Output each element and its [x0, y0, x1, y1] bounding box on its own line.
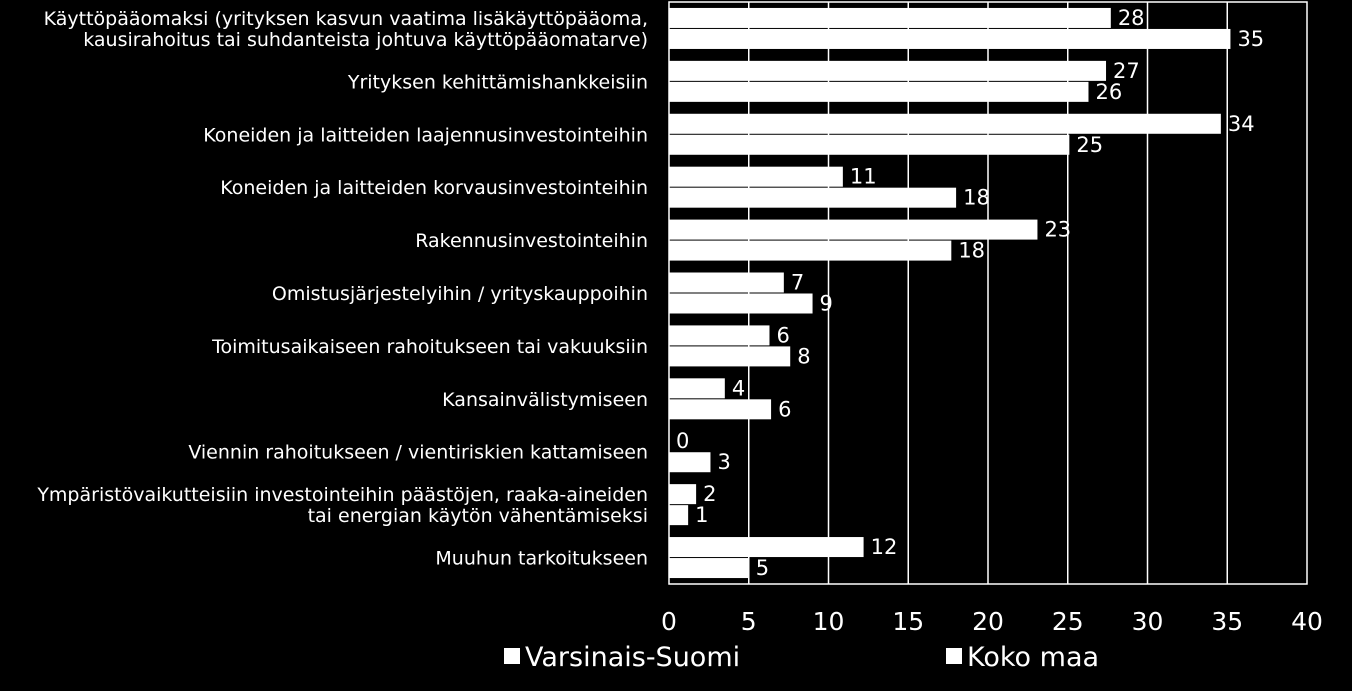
bar-varsinais-suomi [669, 113, 1221, 134]
bar-koko-maa [669, 134, 1070, 155]
category-label: Ympäristövaikutteisiin investointeihin p… [36, 484, 648, 527]
category-label: Muuhun tarkoitukseen [435, 548, 648, 570]
bars [669, 7, 1231, 579]
data-label-koko-maa: 26 [1095, 80, 1122, 104]
x-tick-label: 40 [1291, 607, 1323, 636]
legend-label-koko-maa: Koko maa [967, 642, 1099, 673]
category-label: Yrityksen kehittämishankkeisiin [347, 71, 648, 93]
data-label-varsinais-suomi: 2 [703, 482, 716, 506]
data-label-koko-maa: 18 [958, 239, 985, 263]
legend-label-varsinais-suomi: Varsinais-Suomi [525, 642, 740, 673]
category-label: Käyttöpääomaksi (yrityksen kasvun vaatim… [44, 8, 648, 51]
bar-varsinais-suomi [669, 484, 697, 505]
bar-koko-maa [669, 346, 791, 367]
data-label-koko-maa: 18 [963, 186, 990, 210]
legend-swatch-koko-maa [946, 648, 962, 664]
data-label-varsinais-suomi: 6 [776, 323, 789, 347]
bar-varsinais-suomi [669, 537, 864, 558]
data-label-varsinais-suomi: 4 [732, 376, 745, 400]
x-tick-label: 10 [813, 607, 845, 636]
legend: Varsinais-Suomi Koko maa [504, 642, 1099, 673]
bar-koko-maa [669, 293, 813, 314]
data-label-koko-maa: 9 [820, 292, 833, 316]
bar-varsinais-suomi [669, 272, 784, 293]
data-label-varsinais-suomi: 28 [1118, 6, 1145, 30]
bar-varsinais-suomi [669, 166, 843, 187]
bar-koko-maa [669, 240, 952, 261]
bar-koko-maa [669, 452, 711, 473]
x-tick-label: 25 [1052, 607, 1084, 636]
data-label-koko-maa: 1 [695, 503, 708, 527]
category-label: Koneiden ja laitteiden korvausinvestoint… [220, 177, 648, 199]
category-label: Rakennusinvestointeihin [415, 230, 648, 252]
data-label-koko-maa: 35 [1237, 27, 1264, 51]
data-label-koko-maa: 25 [1076, 133, 1103, 157]
category-label: Koneiden ja laitteiden laajennusinvestoi… [203, 124, 648, 146]
category-label: Omistusjärjestelyihin / yrityskauppoihin [272, 283, 648, 305]
bar-varsinais-suomi [669, 7, 1111, 28]
data-label-varsinais-suomi: 11 [850, 165, 877, 189]
bar-koko-maa [669, 81, 1089, 102]
data-label-varsinais-suomi: 0 [676, 429, 689, 453]
x-axis-ticks: 0 5 10 15 20 25 30 35 40 [661, 607, 1323, 636]
category-label: Kansainvälistymiseen [442, 389, 648, 411]
bar-koko-maa [669, 187, 957, 208]
category-label: Viennin rahoitukseen / vientiriskien kat… [188, 442, 648, 464]
bar-varsinais-suomi [669, 219, 1038, 240]
data-label-varsinais-suomi: 12 [871, 535, 898, 559]
category-labels: Käyttöpääomaksi (yrityksen kasvun vaatim… [36, 8, 648, 570]
x-tick-label: 0 [661, 607, 677, 636]
data-label-varsinais-suomi: 23 [1044, 218, 1071, 242]
data-label-varsinais-suomi: 34 [1228, 112, 1255, 136]
bar-koko-maa [669, 558, 749, 579]
bar-koko-maa [669, 28, 1231, 49]
bar-varsinais-suomi [669, 60, 1107, 81]
data-label-varsinais-suomi: 7 [791, 271, 804, 295]
bar-koko-maa [669, 505, 689, 526]
x-tick-label: 15 [892, 607, 924, 636]
category-label: Toimitusaikaiseen rahoitukseen tai vakuu… [211, 336, 648, 358]
x-tick-label: 30 [1132, 607, 1164, 636]
data-label-varsinais-suomi: 27 [1113, 59, 1140, 83]
bar-varsinais-suomi [669, 325, 770, 346]
data-label-koko-maa: 3 [717, 450, 730, 474]
x-tick-label: 5 [741, 607, 757, 636]
x-tick-label: 35 [1211, 607, 1243, 636]
legend-swatch-varsinais-suomi [504, 648, 520, 664]
bar-varsinais-suomi [669, 378, 725, 399]
bar-koko-maa [669, 399, 772, 420]
data-label-koko-maa: 5 [756, 556, 769, 580]
data-label-koko-maa: 8 [797, 344, 810, 368]
data-label-koko-maa: 6 [778, 397, 791, 421]
x-tick-label: 20 [972, 607, 1004, 636]
